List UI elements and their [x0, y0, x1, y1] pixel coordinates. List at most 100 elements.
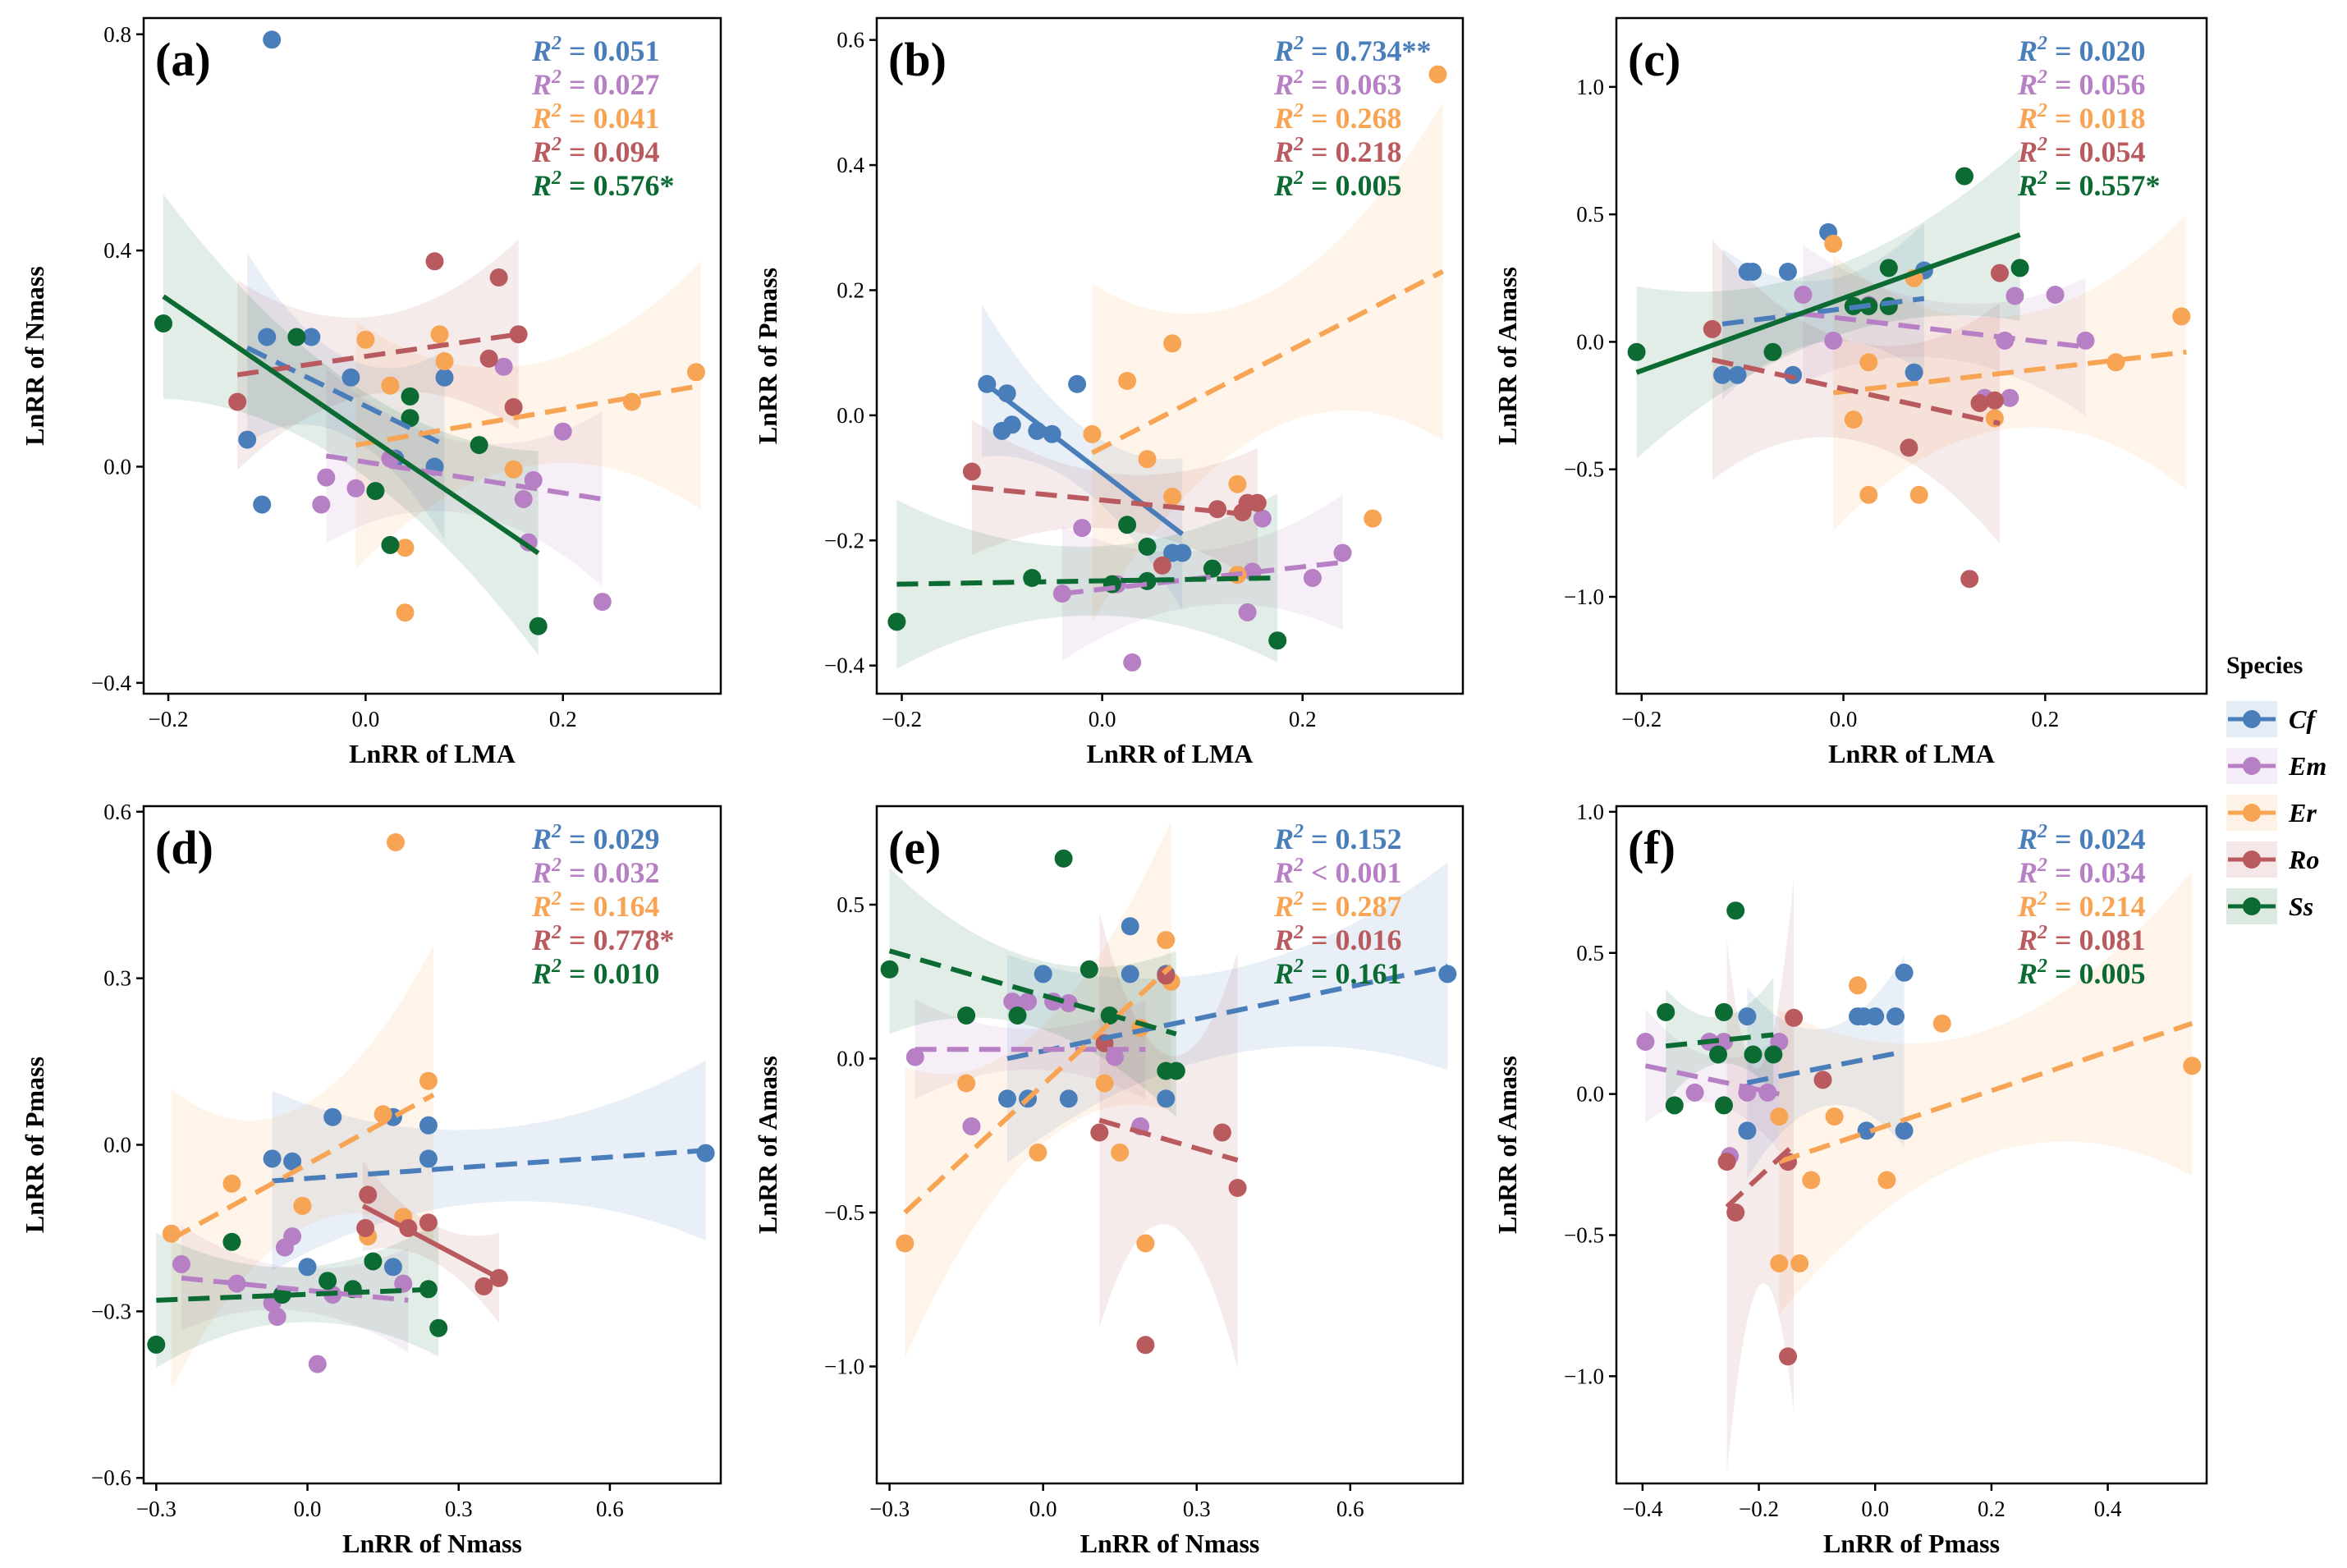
r2-label-cf: R2 = 0.024: [2017, 821, 2146, 855]
point-ro: [359, 1185, 378, 1204]
point-ro: [1157, 966, 1176, 985]
r2-label-ro: R2 = 0.218: [1273, 134, 1402, 168]
point-ro: [504, 398, 523, 416]
point-em: [2001, 388, 2019, 407]
fit-line-cf: [980, 378, 1185, 537]
point-cf: [1121, 965, 1139, 983]
fit-line-ss: [156, 1286, 439, 1303]
y-axis-label: LnRR of Amass: [1492, 267, 1522, 445]
y-tick-label: −1.0: [1564, 1364, 1604, 1388]
point-cf: [419, 1149, 438, 1168]
y-tick-label: 0.2: [837, 277, 864, 302]
point-cf: [1438, 965, 1457, 983]
y-tick-label: −0.5: [824, 1200, 864, 1225]
point-er: [222, 1174, 241, 1193]
plot-area: [147, 833, 715, 1389]
point-ro: [1248, 493, 1267, 512]
point-ro: [509, 325, 528, 344]
panel-c: −0.2 0.0 0.2 −1.0 −0.5 0.0 0.5 1.0 LnRR of LMA Ln…: [1492, 16, 2208, 768]
x-tick-label: 0.0: [1861, 1497, 1889, 1521]
point-ro: [1090, 1123, 1109, 1142]
y-tick-label: −1.0: [1564, 585, 1604, 609]
y-tick-label: −0.4: [824, 653, 864, 678]
panel-frame: [1615, 16, 2208, 695]
point-er: [1790, 1254, 1809, 1272]
point-em: [1824, 331, 1843, 350]
point-er: [1770, 1254, 1789, 1272]
point-ss: [1627, 342, 1646, 361]
point-er: [957, 1074, 976, 1093]
point-ss: [1715, 1002, 1733, 1021]
y-axis-label: LnRR of Nmass: [20, 266, 49, 446]
point-ss: [1138, 537, 1157, 556]
point-cf: [383, 1258, 402, 1277]
point-er: [1932, 1014, 1951, 1033]
point-cf: [1866, 1007, 1885, 1026]
point-er: [1157, 931, 1176, 950]
point-er: [1844, 410, 1863, 429]
x-axis-label: LnRR of Nmass: [1080, 1529, 1260, 1558]
y-tick-label: 0.6: [103, 800, 131, 824]
legend-key-point: [2243, 757, 2261, 775]
panel-f: −0.4 −0.2 0.0 0.2 0.4 −1.0 −0.5 0.0 0.5 1.0 LnRR o…: [1492, 800, 2208, 1558]
point-cf: [283, 1152, 302, 1171]
fit-line-cf: [1006, 964, 1448, 1061]
point-ro: [419, 1213, 438, 1232]
fit-line-cf: [272, 1148, 706, 1184]
r2-label-er: R2 = 0.164: [531, 888, 660, 923]
fit-line-ro: [1712, 357, 2001, 426]
x-tick-label: 0.4: [2094, 1497, 2122, 1521]
x-tick-label: −0.3: [136, 1497, 176, 1521]
point-em: [283, 1227, 302, 1246]
point-em: [1303, 569, 1322, 587]
x-tick-label: 0.0: [294, 1497, 322, 1521]
r2-label-cf: R2 = 0.152: [1273, 821, 1402, 855]
point-er: [504, 460, 523, 479]
point-er: [1228, 475, 1247, 493]
point-cf: [1728, 365, 1747, 384]
x-tick-label: −0.3: [869, 1497, 910, 1521]
fit-line-cf: [245, 345, 446, 447]
point-ro: [1228, 1179, 1247, 1197]
point-em: [2076, 331, 2095, 350]
y-tick-label: 0.0: [1576, 1082, 1604, 1107]
point-cf: [1738, 1121, 1757, 1140]
point-ro: [1208, 500, 1226, 519]
legend-item-cf: Cf: [2226, 701, 2317, 737]
point-er: [1163, 334, 1182, 353]
point-ss: [1709, 1045, 1727, 1064]
point-ss: [1764, 1045, 1783, 1064]
r2-label-ro: R2 = 0.054: [2017, 134, 2146, 168]
r2-label-ro: R2 = 0.778*: [531, 922, 675, 956]
point-em: [1253, 509, 1272, 528]
r2-label-ro: R2 = 0.094: [531, 134, 660, 168]
point-cf: [323, 1107, 342, 1126]
r2-label-er: R2 = 0.214: [2017, 888, 2146, 923]
plot-area: [154, 30, 705, 656]
legend-item-ro: Ro: [2226, 841, 2319, 878]
panel-label: (b): [888, 33, 947, 86]
point-cf: [1857, 1121, 1876, 1140]
point-em: [172, 1254, 190, 1273]
point-em: [524, 470, 543, 489]
point-em: [1003, 993, 1022, 1011]
fit-line-ss: [162, 294, 540, 556]
point-cf: [1738, 1007, 1757, 1026]
panel-a: −0.2 0.0 0.2 −0.4 0.0 0.4 0.8 LnRR of LMA LnRR o…: [20, 16, 722, 768]
legend-label: Em: [2288, 751, 2326, 781]
r2-label-cf: R2 = 0.051: [531, 33, 660, 67]
point-er: [2106, 353, 2125, 372]
panel-label: (f): [1628, 821, 1675, 874]
y-tick-label: 1.0: [1576, 800, 1604, 824]
panel-e: −0.3 0.0 0.3 0.6 −1.0 −0.5 0.0 0.5 LnRR of Nmass…: [753, 805, 1465, 1558]
x-axis-label: LnRR of LMA: [349, 739, 516, 768]
r2-label-ss: R2 = 0.010: [531, 956, 660, 990]
panels: −0.2 0.0 0.2 −0.4 0.0 0.4 0.8 LnRR of LMA LnRR o…: [20, 16, 2208, 1558]
point-er: [1111, 1143, 1130, 1162]
x-tick-label: 0.3: [1183, 1497, 1211, 1521]
point-em: [268, 1308, 286, 1327]
confidence-band-er: [1779, 871, 2193, 1314]
y-tick-label: 0.0: [837, 1047, 864, 1071]
point-er: [1029, 1143, 1047, 1162]
y-tick-label: 0.0: [837, 403, 864, 428]
